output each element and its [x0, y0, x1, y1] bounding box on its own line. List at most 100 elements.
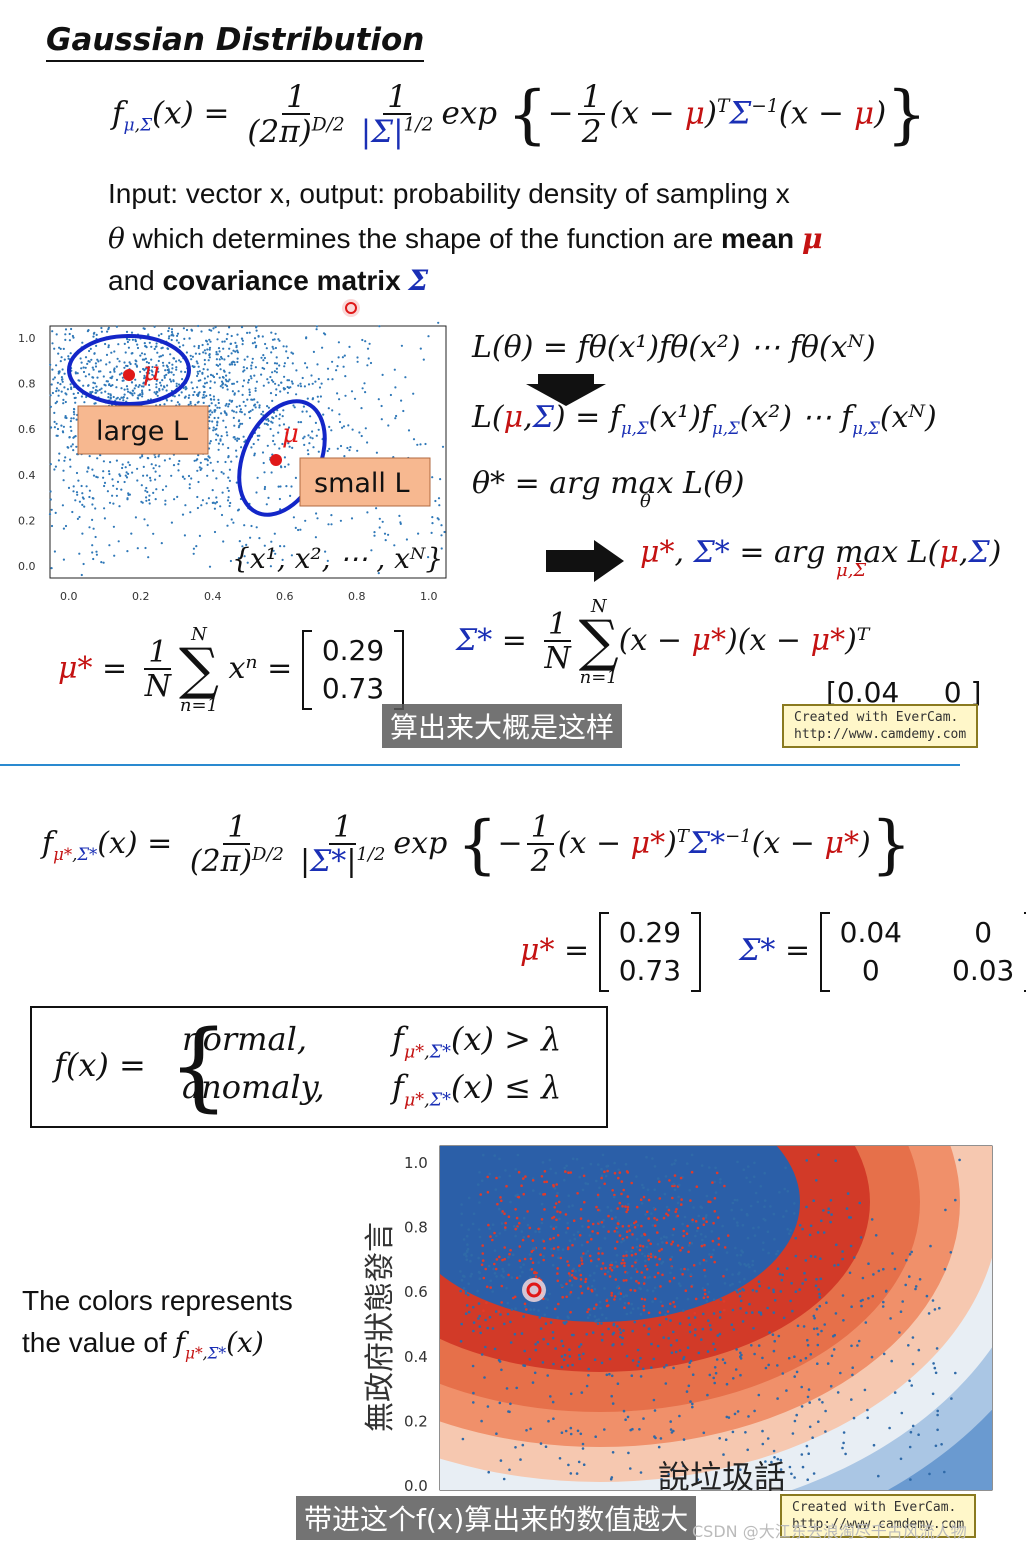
- data-point: [128, 463, 131, 467]
- data-point: [136, 467, 139, 470]
- data-point: [225, 385, 229, 388]
- contour-point: [692, 1206, 695, 1209]
- contour-point: [498, 1401, 502, 1405]
- contour-point: [817, 1153, 820, 1157]
- contour-point: [766, 1306, 769, 1310]
- contour-point: [721, 1224, 724, 1228]
- contour-point: [516, 1153, 520, 1157]
- contour-point: [830, 1354, 834, 1358]
- data-point: [243, 369, 246, 372]
- data-point: [437, 321, 440, 324]
- likelihood-theta: L(θ) = fθ(x¹)fθ(x²) ⋯ fθ(xᴺ): [472, 330, 876, 365]
- contour-point: [722, 1453, 725, 1456]
- contour-point: [725, 1415, 729, 1419]
- contour-point: [719, 1178, 722, 1181]
- contour-point: [513, 1332, 517, 1336]
- contour-point: [527, 1235, 530, 1238]
- contour-point: [813, 1316, 816, 1320]
- data-point: [113, 370, 116, 373]
- data-point: [93, 331, 96, 334]
- contour-point: [763, 1199, 767, 1202]
- data-point: [126, 397, 129, 400]
- contour-point: [718, 1332, 722, 1336]
- data-point: [342, 365, 345, 368]
- data-point: [172, 357, 175, 360]
- contour-point: [723, 1282, 727, 1285]
- contour-point: [672, 1330, 675, 1334]
- data-point: [226, 499, 230, 502]
- contour-point: [589, 1162, 593, 1166]
- contour-point: [614, 1247, 617, 1250]
- contour-point: [829, 1199, 833, 1202]
- contour-point: [616, 1230, 619, 1234]
- contour-point: [485, 1285, 489, 1289]
- contour-point: [751, 1288, 755, 1292]
- contour-point: [718, 1437, 721, 1440]
- contour-point: [671, 1240, 675, 1244]
- contour-point: [806, 1338, 809, 1342]
- data-point: [267, 406, 270, 409]
- contour-point: [712, 1248, 715, 1252]
- data-point: [283, 387, 287, 390]
- data-point: [184, 385, 187, 388]
- data-point: [115, 397, 118, 400]
- data-point: [109, 384, 112, 388]
- contour-point: [624, 1205, 627, 1208]
- contour-point: [627, 1203, 630, 1206]
- contour-point: [580, 1262, 584, 1265]
- contour-point: [714, 1371, 718, 1375]
- data-point: [120, 372, 123, 375]
- contour-point: [551, 1331, 555, 1334]
- data-point: [373, 534, 376, 537]
- contour-point: [739, 1263, 742, 1266]
- contour-point: [486, 1405, 490, 1408]
- contour-point: [507, 1263, 511, 1266]
- data-point: [407, 429, 411, 432]
- contour-point: [549, 1167, 552, 1171]
- contour-point: [751, 1311, 754, 1314]
- data-point: [86, 330, 89, 333]
- contour-point: [899, 1310, 903, 1313]
- data-point: [257, 438, 260, 441]
- contour-point: [539, 1442, 543, 1445]
- data-point: [217, 442, 220, 445]
- contour-y-tick-label: 0.2: [404, 1412, 428, 1430]
- data-point: [331, 378, 334, 381]
- contour-point: [560, 1365, 564, 1369]
- contour-point: [671, 1196, 674, 1200]
- data-point: [219, 439, 222, 442]
- data-point: [306, 366, 309, 369]
- contour-point: [661, 1241, 664, 1244]
- contour-point: [794, 1254, 798, 1258]
- data-point: [175, 366, 178, 369]
- data-point: [100, 330, 103, 333]
- data-point: [67, 355, 70, 358]
- contour-point: [703, 1243, 706, 1247]
- contour-point: [771, 1333, 775, 1336]
- contour-point: [602, 1225, 605, 1228]
- data-point: [184, 504, 187, 507]
- contour-point: [580, 1243, 584, 1247]
- contour-point: [556, 1246, 560, 1249]
- contour-point: [806, 1395, 810, 1399]
- data-point: [49, 394, 52, 397]
- data-point: [100, 391, 103, 394]
- data-point: [302, 437, 305, 440]
- contour-point: [639, 1244, 642, 1247]
- contour-point: [571, 1243, 574, 1247]
- contour-point: [580, 1291, 584, 1295]
- contour-point: [679, 1284, 682, 1288]
- data-point: [96, 389, 99, 392]
- contour-point: [491, 1238, 494, 1242]
- data-point: [339, 519, 342, 522]
- data-point: [368, 342, 371, 345]
- contour-point: [608, 1357, 612, 1361]
- data-point: [153, 325, 156, 328]
- data-point: [274, 393, 278, 397]
- data-point: [310, 374, 313, 377]
- contour-point: [514, 1234, 517, 1238]
- evercam-watermark-1: Created with EverCam. http://www.camdemy.…: [782, 704, 979, 748]
- data-point: [82, 370, 86, 374]
- contour-point: [531, 1239, 535, 1242]
- data-point: [143, 374, 146, 377]
